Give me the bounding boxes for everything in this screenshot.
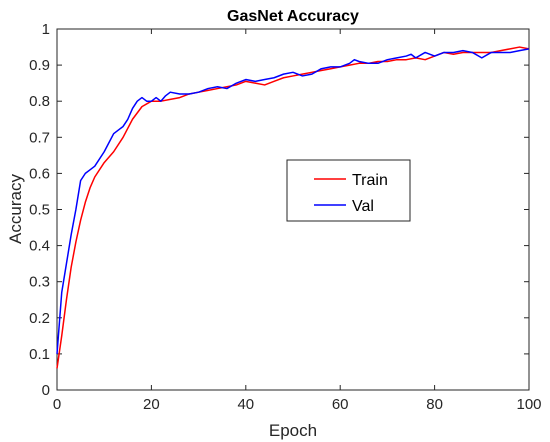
- x-axis: 0 20 40 60 80 100: [53, 29, 542, 413]
- y-tick-label: 0.9: [29, 57, 50, 74]
- y-tick-label: 0.7: [29, 129, 50, 146]
- x-tick-label: 20: [143, 396, 160, 413]
- legend-box: [286, 159, 411, 222]
- x-tick-label: 0: [53, 396, 61, 413]
- chart-title: GasNet Accuracy: [227, 8, 359, 25]
- series-lines: [56, 46, 530, 369]
- series-line-val: [56, 48, 530, 354]
- x-tick-label: 40: [237, 396, 254, 413]
- y-axis-label: Accuracy: [6, 174, 25, 244]
- y-tick-label: 0.6: [29, 165, 50, 182]
- y-tick-label: 0.3: [29, 274, 50, 291]
- legend-label-val: Val: [352, 198, 374, 215]
- y-tick-label: 0.8: [29, 93, 50, 110]
- y-tick-label: 0: [42, 382, 50, 399]
- y-tick-label: 0.5: [29, 202, 50, 219]
- x-tick-label: 60: [332, 396, 349, 413]
- legend-label-train: Train: [352, 172, 388, 189]
- x-axis-label: Epoch: [269, 421, 317, 440]
- y-tick-label: 0.1: [29, 346, 50, 363]
- y-tick-label: 1: [42, 21, 50, 38]
- y-tick-label: 0.2: [29, 310, 50, 327]
- x-tick-label: 80: [426, 396, 443, 413]
- x-tick-label: 100: [516, 396, 541, 413]
- y-tick-label: 0.4: [29, 238, 50, 255]
- y-axis: 0 0.1 0.2 0.3 0.4 0.5 0.6 0.7 0.8 0.9 1: [29, 21, 529, 399]
- legend: Train Val: [286, 159, 411, 222]
